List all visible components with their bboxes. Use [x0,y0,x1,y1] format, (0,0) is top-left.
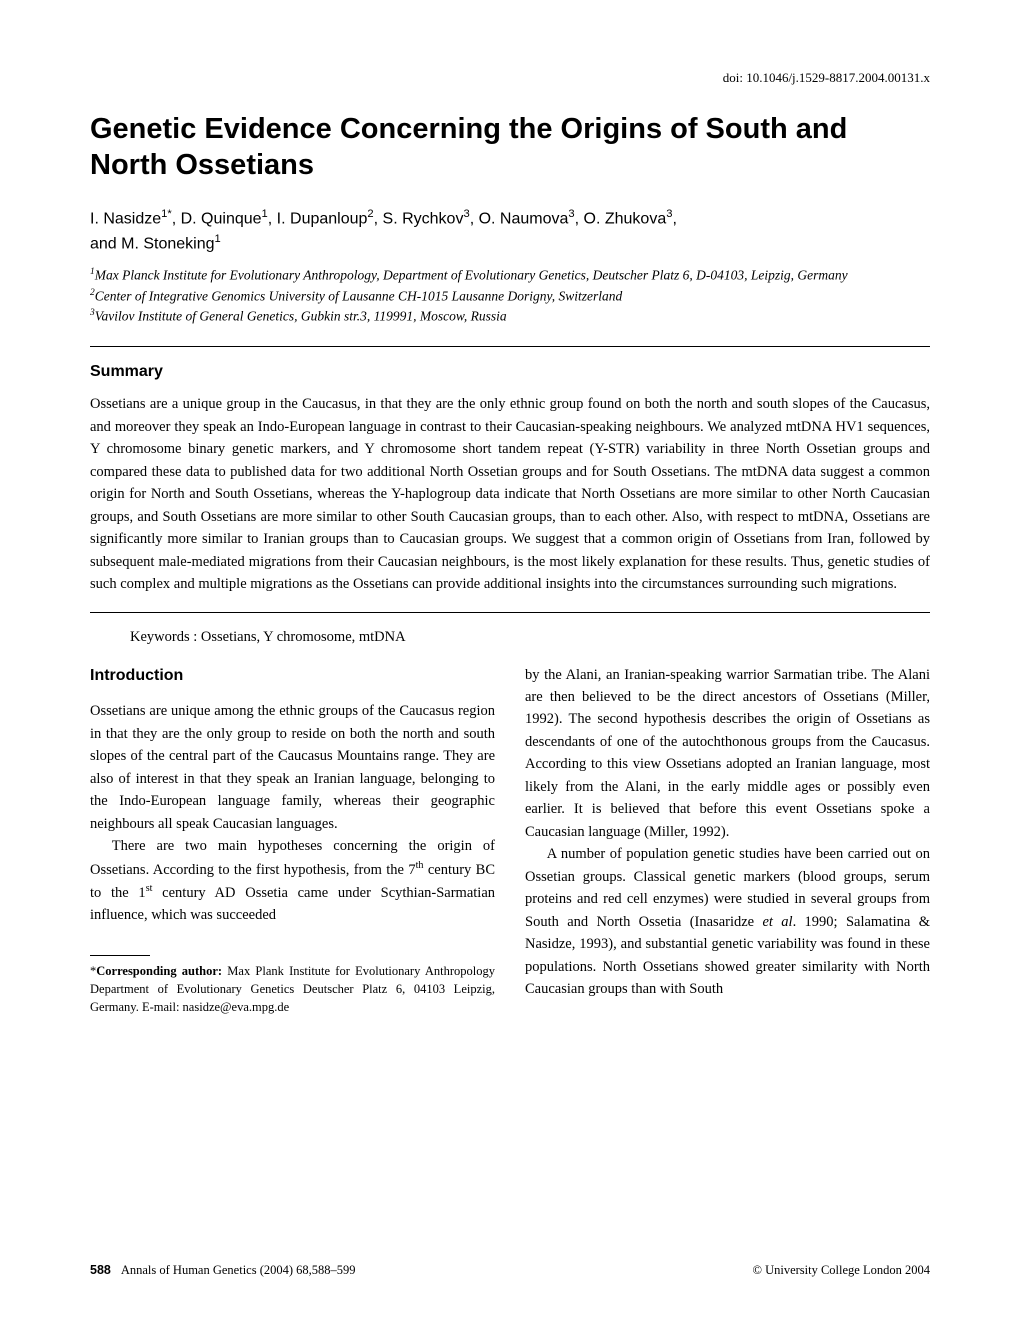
corresponding-author-footnote: *Corresponding author: Max Plank Institu… [90,962,495,1016]
authors-line-1: I. Nasidze1*, D. Quinque1, I. Dupanloup2… [90,206,930,231]
left-paragraph-2: There are two main hypotheses concerning… [90,835,495,927]
right-column: by the Alani, an Iranian-speaking warrio… [525,664,930,1017]
rule-bottom [90,612,930,613]
footer-right: © University College London 2004 [752,1263,930,1278]
authors-line-2: and M. Stoneking1 [90,231,930,256]
footnote-rule [90,955,150,956]
footer-left: 588 Annals of Human Genetics (2004) 68,58… [90,1263,356,1278]
summary-text: Ossetians are a unique group in the Cauc… [90,393,930,595]
keywords-line: Keywords : Ossetians, Y chromosome, mtDN… [130,629,930,646]
right-paragraph-1: by the Alani, an Iranian-speaking warrio… [525,664,930,844]
journal-citation: Annals of Human Genetics (2004) 68,588–5… [121,1263,356,1277]
affiliation-2: 2Center of Integrative Genomics Universi… [90,287,930,306]
rule-top [90,346,930,347]
affiliation-3: 3Vavilov Institute of General Genetics, … [90,307,930,326]
page-footer: 588 Annals of Human Genetics (2004) 68,58… [90,1263,930,1278]
left-column: Introduction Ossetians are unique among … [90,664,495,1017]
summary-heading: Summary [90,363,930,381]
body-columns: Introduction Ossetians are unique among … [90,664,930,1017]
right-paragraph-2: A number of population genetic studies h… [525,843,930,1000]
left-paragraph-1: Ossetians are unique among the ethnic gr… [90,700,495,835]
authors-block: I. Nasidze1*, D. Quinque1, I. Dupanloup2… [90,206,930,257]
article-title: Genetic Evidence Concerning the Origins … [90,111,930,184]
affiliation-1: 1Max Planck Institute for Evolutionary A… [90,266,930,285]
affiliations-block: 1Max Planck Institute for Evolutionary A… [90,266,930,326]
doi-text: doi: 10.1046/j.1529-8817.2004.00131.x [90,70,930,86]
introduction-heading: Introduction [90,664,495,689]
page-number: 588 [90,1263,111,1277]
